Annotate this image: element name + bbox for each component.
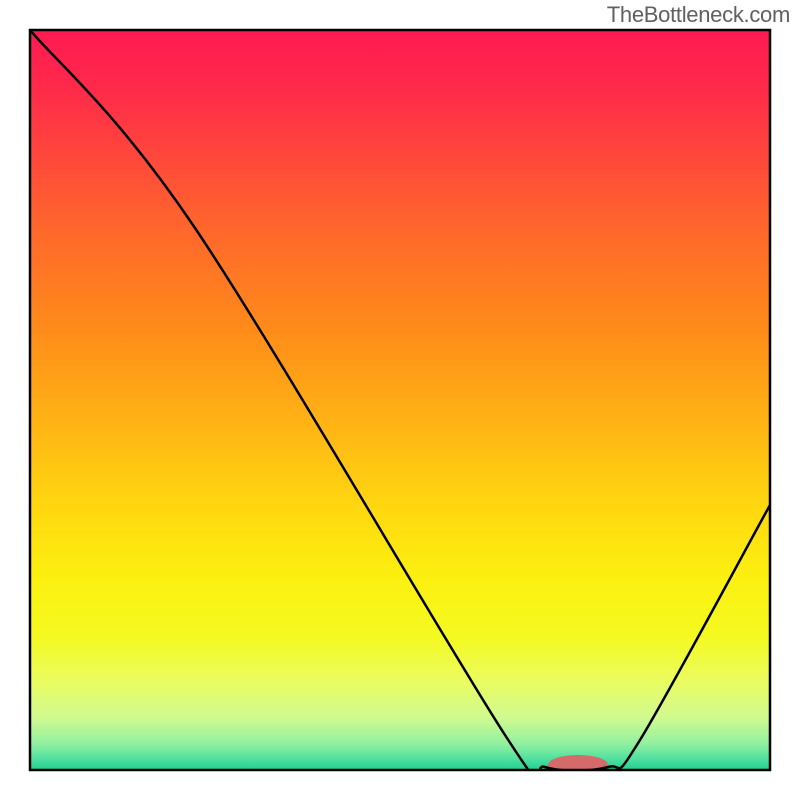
bottleneck-marker: [548, 755, 608, 775]
watermark-text: TheBottleneck.com: [607, 2, 790, 28]
plot-background: [30, 30, 770, 770]
chart-svg: [0, 0, 800, 800]
